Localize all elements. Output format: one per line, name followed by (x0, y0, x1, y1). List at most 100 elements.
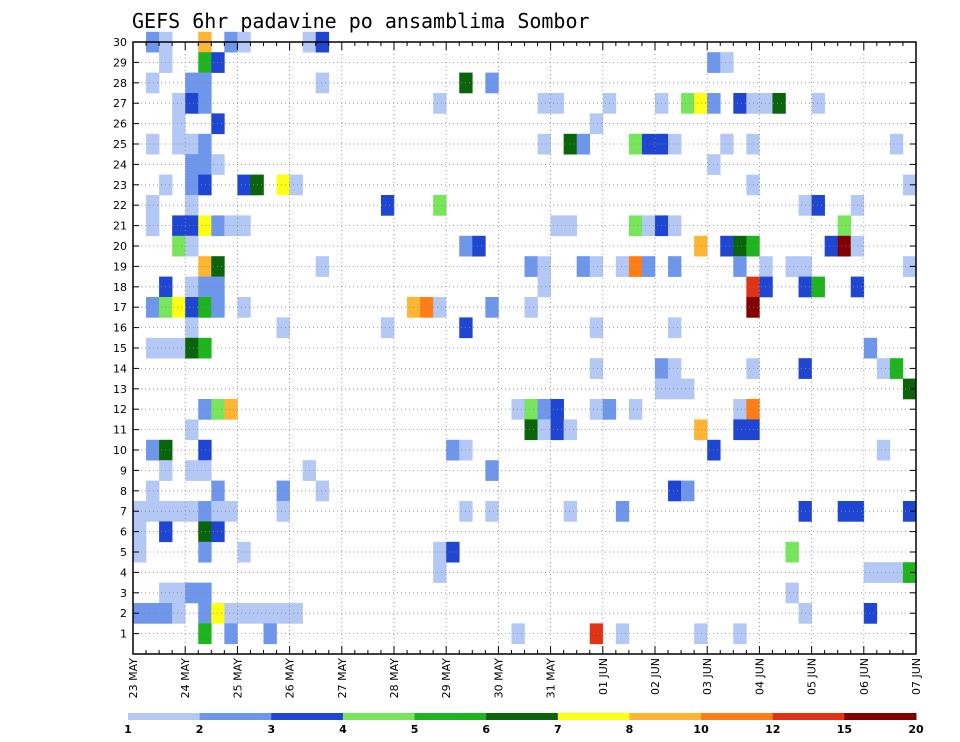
ensemble-cell (733, 623, 747, 645)
y-tick-label: 26 (113, 118, 127, 131)
ensemble-cell (785, 582, 799, 604)
ensemble-cell (589, 358, 604, 379)
ensemble-cell (224, 399, 238, 420)
ensemble-cell (315, 480, 330, 502)
legend-swatch (342, 713, 416, 720)
ensemble-cell (146, 337, 160, 359)
ensemble-cell (628, 133, 643, 155)
ensemble-cell (589, 113, 604, 135)
y-tick-label: 4 (120, 566, 127, 579)
ensemble-cell (224, 215, 238, 237)
legend-label: 3 (267, 723, 275, 736)
ensemble-cell (237, 215, 251, 237)
ensemble-cell (485, 72, 499, 94)
ensemble-cell (694, 623, 708, 645)
ensemble-cell (759, 276, 773, 298)
ensemble-cell (524, 297, 538, 318)
y-tick-label: 1 (120, 628, 127, 641)
ensemble-cell (146, 215, 160, 237)
ensemble-cell (276, 501, 290, 522)
ensemble-cell (876, 439, 891, 461)
ensemble-cell (198, 337, 212, 359)
ensemble-cell (720, 133, 734, 155)
ensemble-cell (172, 501, 186, 522)
ensemble-cell (889, 358, 904, 379)
ensemble-cell (668, 358, 682, 379)
ensemble-cell (433, 562, 447, 583)
ensemble-cell (876, 562, 891, 583)
y-tick-label: 13 (113, 383, 127, 396)
ensemble-cell (668, 256, 682, 277)
ensemble-cell (511, 623, 525, 645)
ensemble-cell (198, 582, 212, 604)
x-tick-label: 06 JUN (858, 658, 871, 695)
ensemble-cell (537, 256, 551, 277)
y-tick-label: 2 (120, 607, 127, 620)
x-tick-label: 03 JUN (701, 658, 714, 695)
ensemble-cell (433, 93, 447, 114)
ensemble-cell (185, 195, 199, 216)
ensemble-cell (785, 541, 799, 563)
ensemble-cell (172, 133, 186, 155)
ensemble-cell (185, 317, 199, 339)
x-tick-label: 27 MAY (336, 658, 349, 699)
ensemble-cell (276, 603, 290, 624)
legend-label: 5 (411, 723, 419, 736)
ensemble-cell (276, 317, 290, 339)
ensemble-cell (811, 195, 825, 216)
ensemble-cell (146, 480, 160, 502)
legend-swatch (844, 713, 917, 720)
ensemble-cell (172, 603, 186, 624)
ensemble-cell (889, 133, 904, 155)
ensemble-cell (146, 439, 160, 461)
ensemble-cell (668, 480, 682, 502)
ensemble-cell (433, 541, 447, 563)
ensemble-cell (289, 174, 303, 196)
ensemble-cell (198, 399, 212, 420)
y-tick-label: 22 (113, 199, 127, 212)
ensemble-cell (589, 317, 604, 339)
ensemble-cell (380, 195, 395, 216)
ensemble-cell (289, 603, 303, 624)
legend-label: 12 (765, 723, 780, 736)
ensemble-cell (563, 215, 577, 237)
ensemble-cell (628, 399, 643, 420)
ensemble-cell (198, 52, 212, 73)
x-tick-label: 24 MAY (179, 658, 192, 699)
ensemble-cell (198, 174, 212, 196)
ensemble-cell (172, 582, 186, 604)
ensemble-cell (172, 215, 186, 237)
y-tick-label: 20 (113, 240, 127, 253)
ensemble-cell (185, 501, 199, 522)
x-tick-label: 29 MAY (440, 658, 453, 699)
y-tick-label: 30 (113, 36, 127, 49)
ensemble-cell (263, 603, 277, 624)
ensemble-cell (589, 256, 604, 277)
ensemble-cell (185, 154, 199, 175)
ensemble-cell (198, 256, 212, 277)
x-tick-label: 04 JUN (753, 658, 766, 695)
ensemble-cell (876, 358, 891, 379)
legend-label: 20 (908, 723, 924, 736)
ensemble-cell (785, 256, 799, 277)
ensemble-cell (720, 52, 734, 73)
legend-label: 6 (482, 723, 490, 736)
legend-label: 2 (196, 723, 204, 736)
ensemble-cell (641, 215, 656, 237)
x-tick-label: 23 MAY (127, 658, 140, 699)
x-tick-label: 25 MAY (231, 658, 244, 699)
ensemble-cell (433, 297, 447, 318)
ensemble-cell (198, 154, 212, 175)
ensemble-cell (172, 235, 186, 257)
ensemble-cell (237, 297, 251, 318)
ensemble-cell (563, 133, 577, 155)
legend-swatch (701, 713, 774, 720)
y-tick-label: 5 (120, 546, 127, 559)
ensemble-cell (863, 337, 878, 359)
ensemble-cell (185, 297, 199, 318)
legend-label: 15 (837, 723, 852, 736)
y-tick-label: 6 (120, 526, 127, 539)
ensemble-cell (472, 235, 486, 257)
ensemble-cell (185, 419, 199, 441)
